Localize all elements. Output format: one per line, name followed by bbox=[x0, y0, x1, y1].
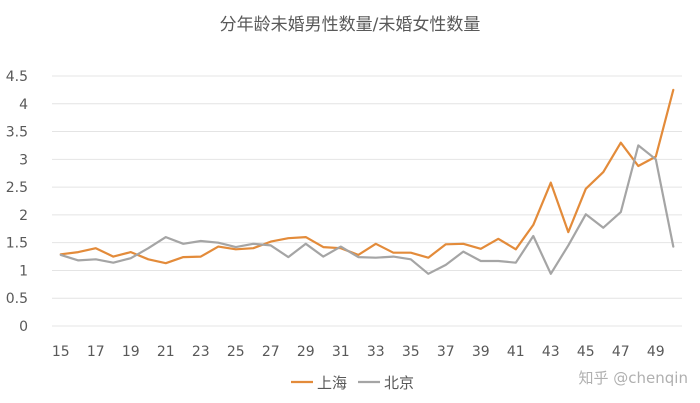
x-tick-label: 41 bbox=[507, 344, 525, 360]
x-tick-label: 19 bbox=[122, 344, 140, 360]
x-tick-label: 49 bbox=[647, 344, 665, 360]
gridlines bbox=[52, 75, 682, 327]
legend-label: 上海 bbox=[317, 374, 347, 392]
y-tick-label: 2 bbox=[19, 208, 28, 224]
y-tick-label: 1.5 bbox=[6, 236, 28, 252]
x-tick-label: 17 bbox=[87, 344, 105, 360]
y-tick-label: 4.5 bbox=[6, 69, 28, 85]
x-tick-label: 31 bbox=[332, 344, 350, 360]
x-tick-label: 35 bbox=[402, 344, 420, 360]
legend-label: 北京 bbox=[384, 374, 414, 392]
x-tick-label: 29 bbox=[297, 344, 315, 360]
y-tick-label: 0 bbox=[19, 319, 28, 335]
x-tick-label: 37 bbox=[437, 344, 455, 360]
y-tick-label: 0.5 bbox=[6, 291, 28, 307]
y-tick-label: 1 bbox=[19, 263, 28, 279]
chart-title: 分年龄未婚男性数量/未婚女性数量 bbox=[220, 15, 481, 35]
x-tick-label: 47 bbox=[612, 344, 630, 360]
y-tick-label: 2.5 bbox=[6, 180, 28, 196]
x-tick-label: 43 bbox=[542, 344, 560, 360]
x-tick-label: 15 bbox=[52, 344, 70, 360]
y-tick-label: 3.5 bbox=[6, 125, 28, 141]
y-tick-label: 3 bbox=[19, 152, 28, 168]
x-axis: 15 17 19 21 23 25 27 29 31 33 35 37 39 41 43 45 47 49 bbox=[52, 344, 665, 360]
x-tick-label: 39 bbox=[472, 344, 490, 360]
x-tick-label: 33 bbox=[367, 344, 385, 360]
x-tick-label: 25 bbox=[227, 344, 245, 360]
watermark: 知乎 @chenqin bbox=[579, 369, 688, 387]
series-lines bbox=[59, 88, 675, 275]
x-tick-label: 27 bbox=[262, 344, 280, 360]
x-tick-label: 45 bbox=[577, 344, 595, 360]
x-tick-label: 21 bbox=[157, 344, 175, 360]
legend: 上海 北京 bbox=[291, 374, 414, 392]
x-tick-label: 23 bbox=[192, 344, 210, 360]
y-axis: 0 0.5 1 1.5 2 2.5 3 3.5 4 4.5 bbox=[6, 69, 28, 335]
series-line-beijing bbox=[59, 144, 675, 275]
series-line-shanghai bbox=[59, 88, 675, 265]
y-tick-label: 4 bbox=[19, 97, 28, 113]
